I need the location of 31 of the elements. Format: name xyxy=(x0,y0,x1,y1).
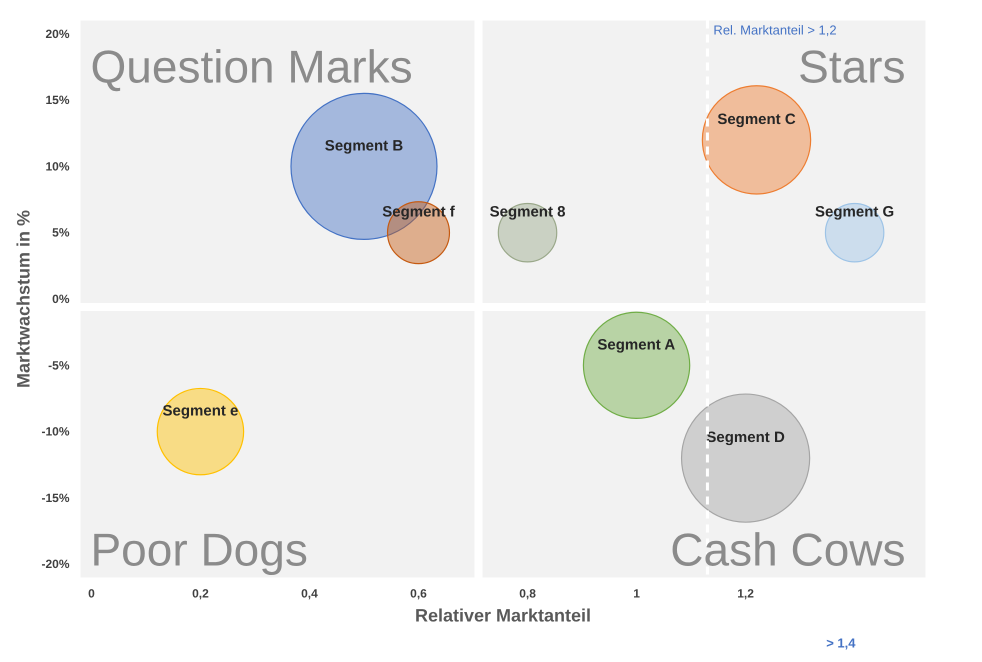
annotation: Poor Dogs xyxy=(90,524,308,576)
series-label: Segment A xyxy=(597,336,676,354)
series-label: Segment 8 xyxy=(490,204,566,221)
x-tick-label: 0,4 xyxy=(301,586,318,600)
x-tick-label: 1,2 xyxy=(737,586,754,600)
y-tick-label: 20% xyxy=(45,26,70,41)
series-label: Segment G xyxy=(815,204,894,221)
annotation: Cash Cows xyxy=(670,524,906,576)
x-tick-label: 0 xyxy=(88,586,96,600)
x-tick-label: 0,6 xyxy=(410,586,428,600)
y-tick-label: -10% xyxy=(41,424,70,439)
y-tick-label: 10% xyxy=(45,159,70,174)
x-tick-label: 1 xyxy=(633,586,640,600)
series-label: Segment e xyxy=(162,402,238,420)
x-axis-title: Relativer Marktanteil xyxy=(414,606,592,626)
text: > 1,4 xyxy=(826,636,856,650)
x-tick-label: 0,8 xyxy=(519,586,536,600)
y-tick-label: 15% xyxy=(45,93,70,108)
y-tick-label: -20% xyxy=(41,557,70,572)
y-tick-label: 5% xyxy=(52,226,70,240)
ref-line-label: Rel. Marktanteil > 1,2 xyxy=(713,22,837,38)
x-tick-label: 0,2 xyxy=(192,586,210,600)
y-tick-label: -5% xyxy=(48,358,70,372)
series-label: Segment C xyxy=(717,110,796,128)
annotation: Question Marks xyxy=(90,40,413,92)
y-axis-title: Marktwachstum in % xyxy=(13,210,34,388)
series-label: Segment B xyxy=(324,137,404,154)
y-tick-label: 0% xyxy=(52,292,70,306)
annotation: Stars xyxy=(798,40,906,92)
y-tick-label: -15% xyxy=(41,490,70,505)
series-label: Segment D xyxy=(706,429,785,446)
